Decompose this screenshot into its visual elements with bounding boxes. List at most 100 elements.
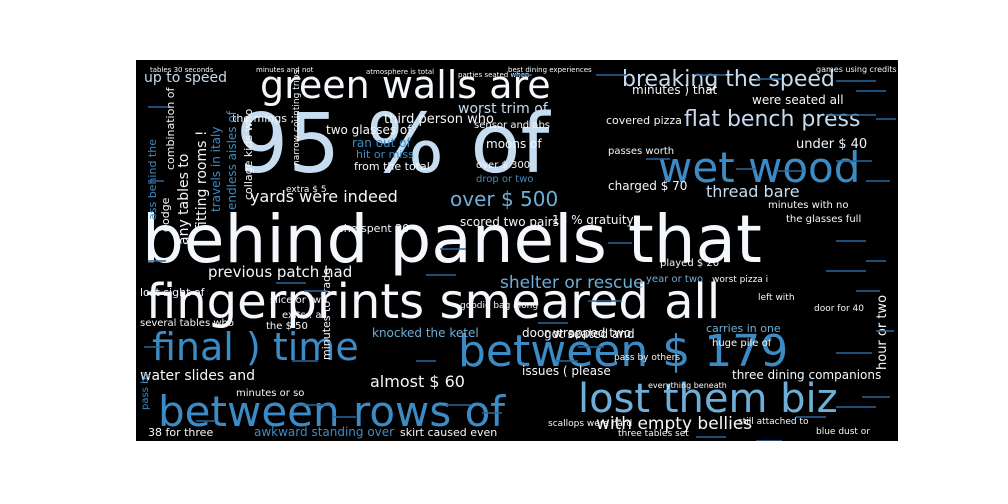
filler-word-mark bbox=[556, 360, 578, 362]
cloud-word: she spent 20 bbox=[338, 222, 409, 235]
cloud-word: almost $ 60 bbox=[370, 372, 465, 391]
cloud-word: water slides and bbox=[140, 368, 255, 384]
cloud-word: between rows of bbox=[158, 387, 506, 436]
cloud-word: under $ 40 bbox=[796, 137, 867, 152]
cloud-word: goodie bag along bbox=[460, 301, 538, 311]
tiny-filler-words bbox=[144, 74, 896, 441]
cloud-word: passes worth bbox=[608, 146, 674, 157]
cloud-word: worst trim of bbox=[458, 101, 549, 117]
cloud-word: three dining companions bbox=[732, 368, 881, 382]
cloud-word: atmosphere is total bbox=[366, 68, 434, 76]
cloud-word: 95 % of bbox=[236, 97, 552, 192]
filler-word-mark bbox=[608, 242, 632, 244]
cloud-word: final ) time bbox=[152, 325, 359, 369]
cloud-word: 38 for three bbox=[148, 426, 213, 439]
cloud-word: left with bbox=[758, 293, 795, 303]
filler-word-mark bbox=[292, 360, 318, 362]
cloud-word: everything beneath bbox=[648, 381, 727, 390]
filler-word-mark bbox=[144, 346, 164, 348]
cloud-word: charged $ 70 bbox=[608, 179, 687, 193]
word-cloud: 95 % of behind panels that fingerprints … bbox=[136, 60, 898, 441]
filler-word-mark bbox=[596, 74, 626, 76]
filler-word-mark bbox=[836, 352, 872, 354]
filler-word-mark bbox=[856, 90, 886, 92]
filler-word-mark bbox=[296, 404, 330, 406]
cloud-word: best dining experiences bbox=[508, 66, 592, 74]
cloud-word: minutes to trade bbox=[320, 268, 333, 360]
filler-word-mark bbox=[588, 300, 622, 302]
cloud-word: carries in one bbox=[706, 322, 781, 335]
cloud-word: still attached to bbox=[738, 417, 809, 427]
cloud-word: green walls are bbox=[260, 63, 551, 107]
filler-word-mark bbox=[866, 180, 890, 182]
cloud-word: scored two pairs bbox=[460, 215, 559, 229]
filler-word-mark bbox=[538, 322, 568, 324]
filler-word-mark bbox=[304, 290, 328, 292]
filler-word-mark bbox=[440, 248, 466, 250]
cloud-word: worst pizza i bbox=[712, 275, 768, 285]
filler-word-mark bbox=[426, 274, 456, 276]
cloud-word: ran out of bbox=[352, 136, 412, 150]
cloud-word: pass by bbox=[140, 372, 151, 410]
cloud-word: fitting rooms ! bbox=[194, 131, 210, 230]
filler-word-mark bbox=[148, 180, 164, 182]
cloud-word: hour or two bbox=[875, 295, 890, 370]
filler-word-mark bbox=[696, 74, 726, 76]
cloud-word: moons of bbox=[486, 137, 542, 151]
cloud-word: from the total bbox=[354, 160, 430, 173]
cloud-word: over $ 300 bbox=[476, 160, 530, 171]
cloud-word: slice or two bbox=[270, 295, 327, 306]
cloud-word: third person who bbox=[384, 112, 494, 127]
cloud-word: huge pile of bbox=[712, 338, 772, 349]
cloud-word: travels in italy bbox=[209, 127, 223, 212]
cloud-word: were seated all bbox=[752, 93, 844, 107]
cloud-word: up to speed bbox=[144, 70, 227, 86]
filler-word-mark bbox=[866, 260, 886, 262]
filler-word-mark bbox=[446, 404, 472, 406]
cloud-word: covered pizza bbox=[606, 114, 682, 127]
filler-word-mark bbox=[276, 282, 306, 284]
cloud-word: parties seated when bbox=[458, 71, 529, 79]
filler-word-mark bbox=[836, 406, 876, 408]
cloud-word: thread bare bbox=[706, 182, 800, 201]
filler-word-mark bbox=[862, 396, 890, 398]
cloud-word: with empty bellies bbox=[596, 414, 752, 434]
cloud-word: behind panels that bbox=[142, 201, 762, 278]
cloud-word: scallops were hard bbox=[548, 419, 632, 429]
filler-word-mark bbox=[578, 346, 604, 348]
cloud-word: several tables who bbox=[140, 318, 234, 329]
cloud-word: previous patch had bbox=[208, 263, 352, 281]
filler-word-mark bbox=[856, 290, 880, 292]
cloud-word: year or two bbox=[646, 274, 703, 285]
cloud-word: minutes with no bbox=[768, 200, 849, 211]
filler-word-mark bbox=[148, 106, 168, 108]
filler-word-mark bbox=[696, 436, 726, 438]
cloud-word: over $ 500 bbox=[450, 187, 558, 211]
cloud-word: the glasses full bbox=[786, 214, 861, 225]
cloud-word: fingerprints smeared all bbox=[146, 274, 720, 330]
cloud-word: awkward standing over bbox=[254, 425, 394, 439]
word-cloud-canvas: 95 % of behind panels that fingerprints … bbox=[136, 60, 898, 441]
cloud-word: tables 30 seconds bbox=[150, 66, 214, 74]
cloud-word: lost them biz bbox=[578, 376, 838, 422]
filler-word-mark bbox=[416, 360, 436, 362]
cloud-word: collage kids who bbox=[242, 109, 255, 200]
cloud-word: dodge bbox=[159, 197, 172, 232]
cloud-word: exits . all bbox=[282, 310, 327, 321]
cloud-word: two glasses of bbox=[326, 123, 412, 137]
cloud-word: combination of bbox=[164, 86, 177, 170]
cloud-word: between $ 179 bbox=[458, 326, 788, 377]
cloud-word: blue dust or bbox=[816, 427, 870, 437]
cloud-word: breaking the speed bbox=[622, 67, 835, 92]
filler-word-mark bbox=[826, 270, 866, 272]
cloud-word: flat bench press bbox=[684, 107, 860, 132]
cloud-word: games using credits bbox=[816, 65, 897, 74]
cloud-word: skirt caused even bbox=[400, 426, 497, 439]
filler-word-mark bbox=[796, 416, 826, 418]
cloud-word: pass by others bbox=[614, 353, 680, 363]
cloud-word: the mings ; bbox=[232, 112, 294, 125]
cloud-word: door for 40 bbox=[814, 304, 864, 314]
filler-word-mark bbox=[512, 74, 532, 76]
filler-word-mark bbox=[332, 416, 356, 418]
filler-word-mark bbox=[736, 168, 756, 170]
